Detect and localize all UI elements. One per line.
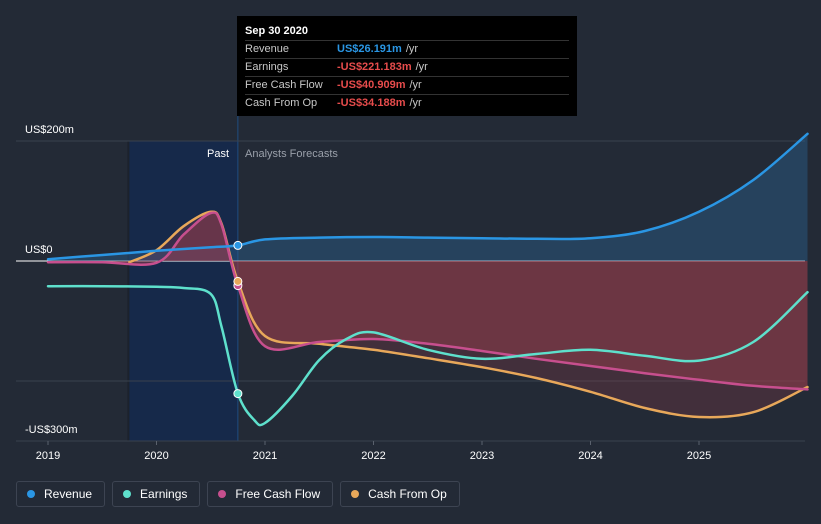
data-tooltip: Sep 30 2020 Revenue US$26.191m /yr Earni… [237, 16, 577, 116]
tooltip-row-cash-from-op: Cash From Op -US$34.188m /yr [245, 94, 569, 112]
tooltip-label: Cash From Op [245, 97, 318, 109]
legend-dot-icon [218, 490, 227, 498]
legend-item-revenue[interactable]: Revenue [16, 481, 106, 507]
tooltip-label: Revenue [245, 43, 290, 55]
free-cash-flow-area [48, 212, 808, 390]
x-tick-label: 2022 [361, 450, 385, 462]
cash-from-op-area [129, 211, 808, 418]
tooltip-value: -US$221.183m [337, 61, 412, 73]
y-label-bottom: -US$300m [25, 424, 78, 436]
series-line-revenue [46, 132, 809, 261]
tooltip-row-revenue: Revenue US$26.191m /yr [245, 40, 569, 58]
legend-item-earnings[interactable]: Earnings [112, 481, 201, 507]
y-label-zero: US$0 [25, 244, 53, 256]
tooltip-value: -US$34.188m [337, 97, 406, 109]
tooltip-unit: /yr [405, 43, 419, 55]
tooltip-row-free-cash-flow: Free Cash Flow -US$40.909m /yr [245, 76, 569, 94]
period-forecast-label: Analysts Forecasts [245, 148, 338, 160]
legend-dot-icon [27, 490, 35, 498]
tooltip-unit: /yr [415, 61, 428, 73]
revenue-area [48, 133, 808, 261]
legend-label: Revenue [44, 487, 93, 501]
period-past-label: Past [207, 148, 229, 160]
tooltip-unit: /yr [409, 79, 422, 91]
legend-label: Cash From Op [368, 487, 447, 501]
tooltip-value: US$26.191m [337, 43, 402, 55]
highlight-point-earnings [233, 389, 243, 399]
legend-dot-icon [351, 490, 360, 498]
highlight-point-cash-from-op [233, 276, 243, 286]
past-shade [129, 141, 238, 441]
x-tick-label: 2025 [687, 450, 711, 462]
series-line-cash-from-op [128, 210, 809, 419]
chart-legend: Revenue Earnings Free Cash Flow Cash Fro… [16, 481, 460, 507]
legend-label: Earnings [140, 487, 188, 501]
tooltip-date: Sep 30 2020 [245, 25, 308, 37]
legend-label: Free Cash Flow [235, 487, 321, 501]
tooltip-label: Earnings [245, 61, 289, 73]
x-tick-label: 2019 [36, 450, 60, 462]
series-line-earnings [46, 284, 809, 427]
highlight-point-revenue [233, 240, 243, 250]
tooltip-row-earnings: Earnings -US$221.183m /yr [245, 58, 569, 76]
x-tick-label: 2020 [144, 450, 168, 462]
legend-item-free-cash-flow[interactable]: Free Cash Flow [207, 481, 334, 507]
x-tick-label: 2021 [253, 450, 277, 462]
tooltip-label: Free Cash Flow [245, 79, 323, 91]
x-tick-label: 2024 [578, 450, 602, 462]
legend-item-cash-from-op[interactable]: Cash From Op [340, 481, 460, 507]
legend-dot-icon [123, 490, 132, 498]
tooltip-value: -US$40.909m [337, 79, 406, 91]
tooltip-unit: /yr [409, 97, 422, 109]
x-tick-label: 2023 [470, 450, 494, 462]
y-label-top: US$200m [25, 124, 74, 136]
